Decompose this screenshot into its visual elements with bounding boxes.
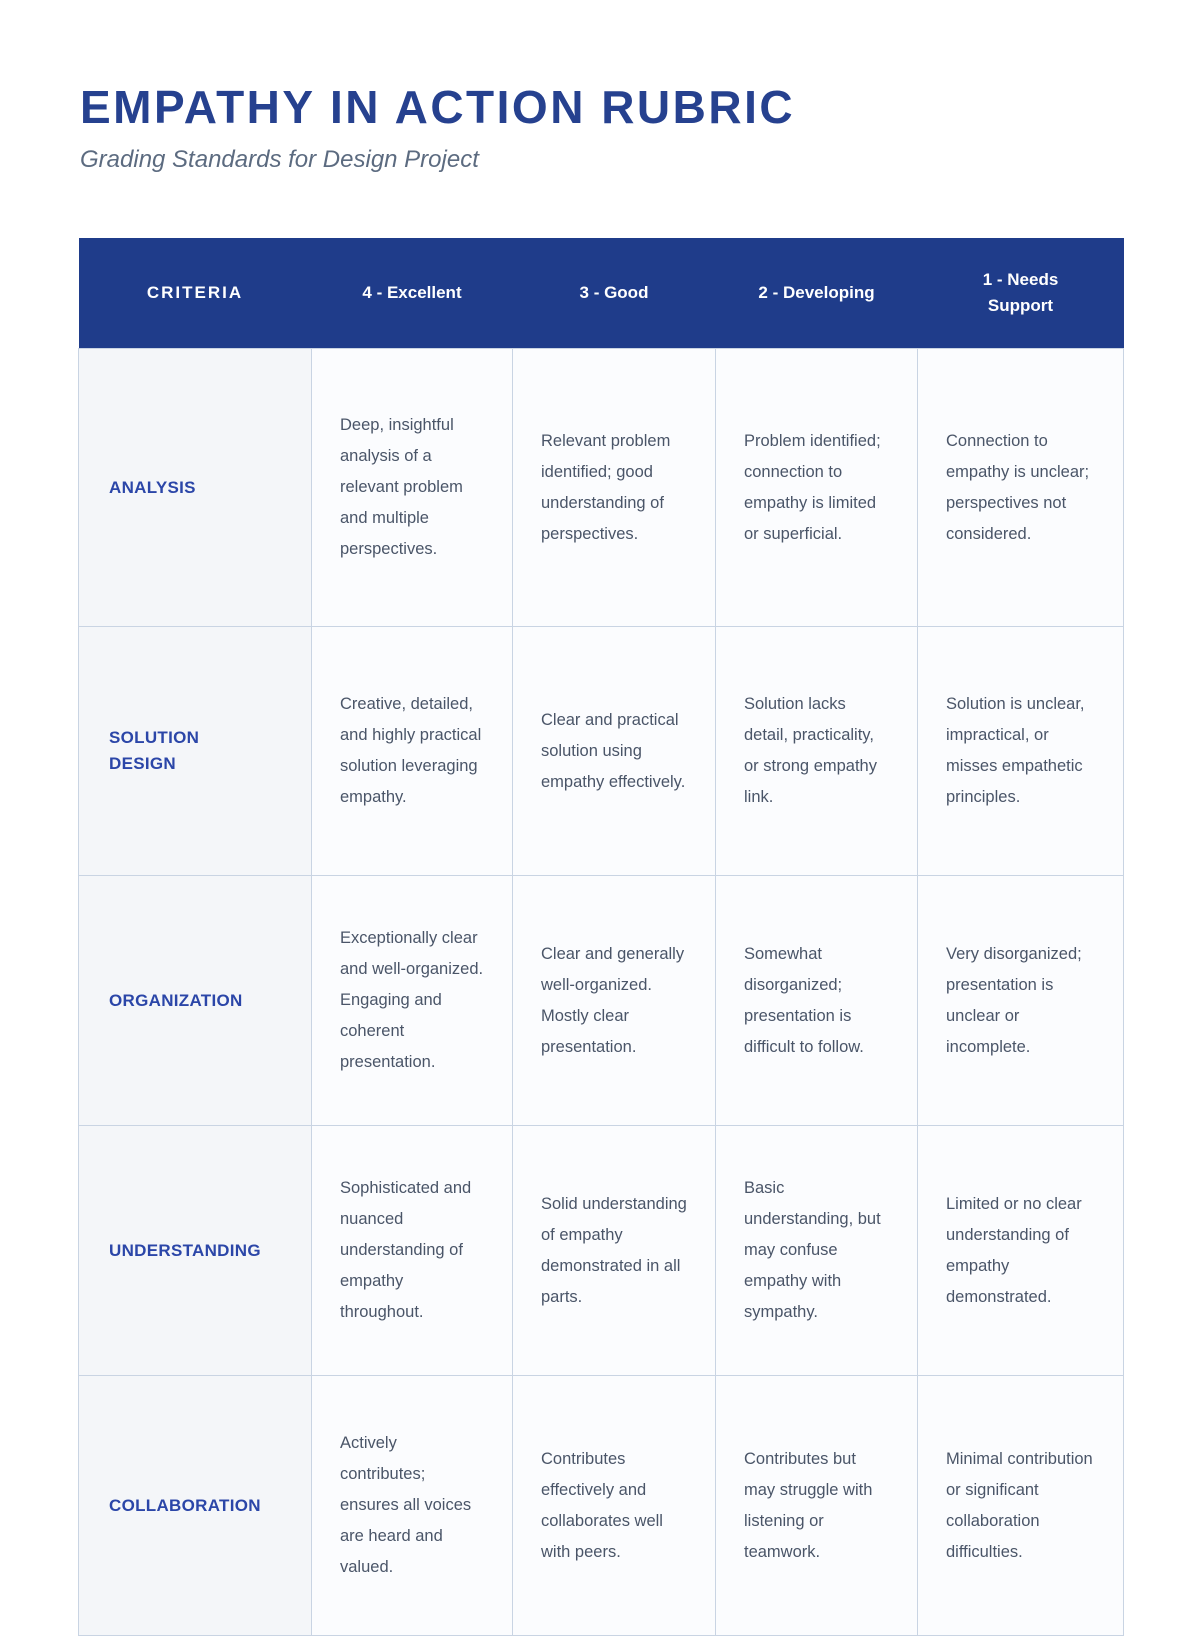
page-subtitle: Grading Standards for Design Project — [80, 146, 479, 173]
rubric-cell: Solution is unclear, impractical, or mis… — [917, 626, 1124, 876]
rubric-cell: Contributes effectively and collaborates… — [512, 1375, 716, 1636]
rubric-table-header: CRITERIA 4 - Excellent 3 - Good 2 - Deve… — [78, 238, 1124, 349]
criterion-label: ANALYSIS — [78, 348, 312, 627]
table-row-collaboration: COLLABORATION Actively contributes; ensu… — [78, 1375, 1124, 1636]
rubric-table-body: ANALYSIS Deep, insightful analysis of a … — [78, 348, 1124, 1636]
rubric-cell: Solid understanding of empathy demonstra… — [512, 1125, 716, 1376]
table-row-analysis: ANALYSIS Deep, insightful analysis of a … — [78, 348, 1124, 627]
header-needs-support: 1 - Needs Support — [917, 238, 1124, 349]
rubric-cell: Deep, insightful analysis of a relevant … — [311, 348, 513, 627]
rubric-cell: Somewhat disorganized; presentation is d… — [715, 875, 918, 1126]
rubric-cell: Clear and practical solution using empat… — [512, 626, 716, 876]
criterion-label: UNDERSTANDING — [78, 1125, 312, 1376]
header-row: CRITERIA 4 - Excellent 3 - Good 2 - Deve… — [78, 238, 1124, 349]
header-good: 3 - Good — [512, 238, 716, 349]
criterion-label: ORGANIZATION — [78, 875, 312, 1126]
rubric-cell: Problem identified; connection to empath… — [715, 348, 918, 627]
rubric-cell: Basic understanding, but may confuse emp… — [715, 1125, 918, 1376]
rubric-cell: Clear and generally well-organized. Most… — [512, 875, 716, 1126]
page-title: EMPATHY IN ACTION RUBRIC — [80, 81, 796, 133]
rubric-cell: Limited or no clear understanding of emp… — [917, 1125, 1124, 1376]
rubric-cell: Relevant problem identified; good unders… — [512, 348, 716, 627]
rubric-cell: Connection to empathy is unclear; perspe… — [917, 348, 1124, 627]
table-row-organization: ORGANIZATION Exceptionally clear and wel… — [78, 875, 1124, 1126]
header-developing: 2 - Developing — [715, 238, 918, 349]
rubric-cell: Exceptionally clear and well-organized. … — [311, 875, 513, 1126]
rubric-cell: Very disorganized; presentation is uncle… — [917, 875, 1124, 1126]
rubric-cell: Creative, detailed, and highly practical… — [311, 626, 513, 876]
rubric-cell: Sophisticated and nuanced understanding … — [311, 1125, 513, 1376]
rubric-cell: Actively contributes; ensures all voices… — [311, 1375, 513, 1636]
table-row-solution-design: SOLUTION DESIGN Creative, detailed, and … — [78, 626, 1124, 876]
rubric-cell: Solution lacks detail, practicality, or … — [715, 626, 918, 876]
criterion-label: SOLUTION DESIGN — [78, 626, 312, 876]
rubric-cell: Minimal contribution or significant coll… — [917, 1375, 1124, 1636]
criterion-label: COLLABORATION — [78, 1375, 312, 1636]
rubric-cell: Contributes but may struggle with listen… — [715, 1375, 918, 1636]
rubric-table: CRITERIA 4 - Excellent 3 - Good 2 - Deve… — [78, 238, 1124, 1636]
header-excellent: 4 - Excellent — [311, 238, 513, 349]
table-row-understanding: UNDERSTANDING Sophisticated and nuanced … — [78, 1125, 1124, 1376]
header-criteria: CRITERIA — [78, 238, 312, 349]
